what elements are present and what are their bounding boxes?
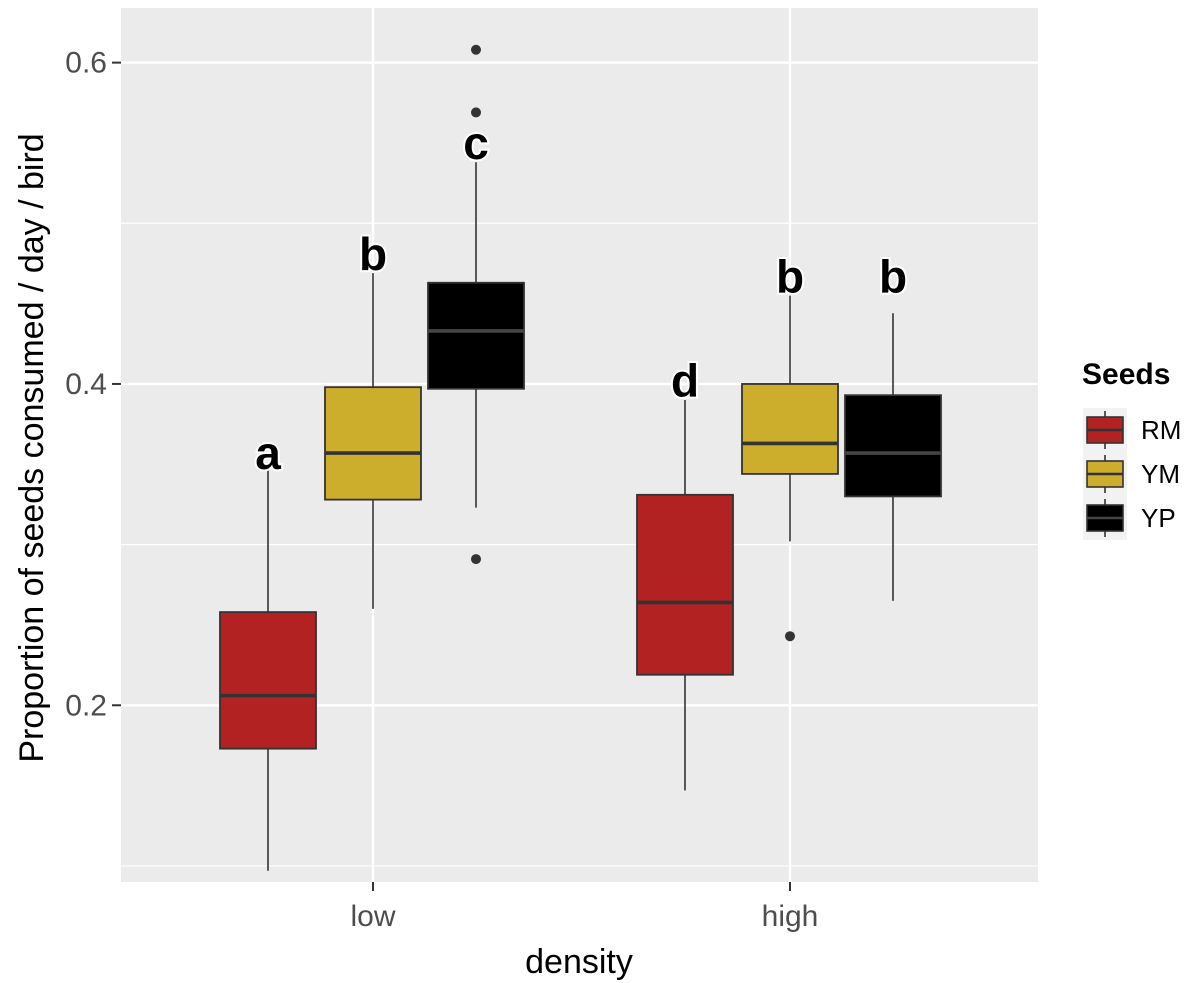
outlier-point	[785, 631, 795, 642]
x-tick-label: low	[350, 900, 395, 933]
box-RM-high	[636, 400, 734, 791]
legend-item-YP: YP	[1083, 496, 1176, 540]
x-tick-label: high	[762, 900, 819, 933]
y-tick-label: 0.4	[65, 368, 107, 401]
y-tick-label: 0.6	[65, 47, 107, 80]
legend-label: RM	[1141, 415, 1181, 445]
significance-letters: a b c d b b	[253, 115, 909, 481]
box-body	[324, 386, 422, 501]
legend-label: YM	[1141, 459, 1180, 489]
box-RM-low	[219, 469, 317, 871]
legend: Seeds RM YM YP	[1082, 358, 1181, 540]
box-body	[219, 611, 317, 750]
significance-letter: d	[671, 355, 699, 407]
legend-label: YP	[1141, 503, 1176, 533]
box-YM-low	[324, 273, 422, 609]
legend-title: Seeds	[1082, 358, 1170, 391]
x-axis: low high	[350, 882, 818, 933]
y-axis: 0.2 0.4 0.6	[65, 47, 121, 722]
significance-letter: a	[255, 427, 281, 479]
outlier-point	[471, 554, 481, 565]
significance-letter: b	[879, 250, 907, 302]
significance-letter: b	[776, 250, 804, 302]
box-body	[844, 394, 942, 498]
x-axis-title: density	[525, 943, 633, 981]
legend-item-YM: YM	[1083, 452, 1180, 496]
box-layer	[219, 44, 942, 871]
box-body	[741, 383, 839, 475]
outlier-point	[471, 107, 481, 118]
significance-letter: b	[359, 228, 387, 280]
box-YP-high	[844, 313, 942, 601]
legend-item-RM: RM	[1083, 408, 1181, 452]
box-body	[427, 281, 525, 390]
minor-gridlines	[121, 222, 1038, 867]
box-YM-high	[741, 295, 839, 642]
outlier-point	[471, 44, 481, 55]
box-YP-low	[427, 44, 525, 565]
y-tick-label: 0.2	[65, 689, 107, 722]
y-axis-title: Proportion of seeds consumed / day / bir…	[13, 133, 51, 762]
box-body	[636, 493, 734, 676]
significance-letter: c	[463, 117, 489, 169]
